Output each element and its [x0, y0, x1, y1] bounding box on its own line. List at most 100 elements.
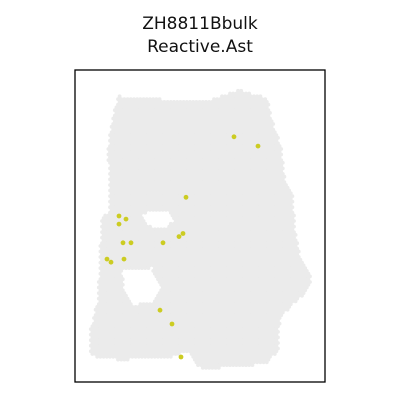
- tissue-spot: [143, 332, 148, 337]
- tissue-spot: [119, 219, 124, 223]
- tissue-spot: [103, 307, 108, 312]
- tissue-spot: [234, 230, 239, 235]
- tissue-spot: [133, 155, 138, 160]
- tissue-spot: [236, 177, 240, 182]
- tissue-spot: [175, 316, 180, 320]
- tissue-spot: [148, 241, 152, 246]
- tissue-spot: [223, 238, 228, 243]
- tissue-spot: [154, 246, 159, 251]
- tissue-spot: [159, 316, 164, 320]
- tissue-spot: [114, 338, 119, 343]
- tissue-spot: [173, 274, 178, 279]
- tissue-spot: [143, 155, 148, 160]
- tissue-spot: [132, 97, 136, 101]
- tissue-spot: [268, 122, 272, 126]
- tissue-spot: [261, 277, 266, 282]
- tissue-spot: [228, 191, 232, 196]
- tissue-spot: [132, 307, 136, 312]
- tissue-spot: [303, 277, 308, 282]
- tissue-spot: [269, 219, 274, 223]
- tissue-spot: [183, 269, 188, 273]
- tissue-spot: [124, 188, 128, 193]
- tissue-spot: [178, 116, 183, 121]
- tissue-spot: [272, 208, 277, 212]
- tissue-spot: [112, 196, 117, 201]
- tissue-spot: [232, 172, 237, 176]
- tissue-spot: [120, 249, 125, 254]
- tissue-spot: [168, 199, 173, 204]
- tissue-spot: [156, 227, 160, 232]
- tissue-spot: [149, 133, 154, 138]
- tissue-spot: [288, 208, 293, 212]
- tissue-spot: [124, 116, 128, 121]
- tissue-spot: [245, 111, 250, 115]
- tissue-spot: [276, 296, 280, 301]
- tissue-spot: [204, 155, 208, 160]
- tissue-spot: [146, 155, 151, 160]
- tissue-spot: [218, 202, 223, 207]
- tissue-spot: [293, 238, 298, 243]
- tissue-spot: [199, 307, 204, 312]
- tissue-spot: [157, 169, 162, 174]
- tissue-spot: [141, 191, 146, 196]
- tissue-spot: [160, 313, 165, 318]
- tissue-spot: [116, 230, 120, 235]
- tissue-spot: [199, 180, 204, 185]
- tissue-spot: [130, 305, 135, 309]
- tissue-spot: [114, 227, 119, 232]
- tissue-spot: [256, 219, 261, 223]
- tissue-spot: [186, 296, 191, 301]
- tissue-spot: [244, 219, 248, 223]
- tissue-spot: [176, 307, 181, 312]
- tissue-spot: [274, 227, 279, 232]
- tissue-spot: [149, 305, 154, 309]
- tissue-spot: [144, 257, 149, 262]
- tissue-spot: [212, 280, 216, 284]
- tissue-spot: [130, 216, 135, 221]
- tissue-spot: [234, 169, 239, 174]
- tissue-spot: [229, 216, 234, 221]
- tissue-spot: [279, 274, 284, 279]
- tissue-spot: [133, 172, 138, 176]
- tissue-spot: [221, 230, 226, 235]
- tissue-spot: [165, 160, 170, 165]
- tissue-spot: [192, 219, 197, 223]
- tissue-spot: [167, 285, 172, 290]
- tissue-spot: [157, 208, 162, 212]
- tissue-spot: [93, 313, 98, 318]
- tissue-spot: [269, 335, 274, 340]
- tissue-spot: [264, 188, 269, 193]
- tissue-spot: [245, 116, 250, 121]
- tissue-spot: [223, 94, 228, 99]
- tissue-spot: [215, 163, 220, 168]
- tissue-spot: [255, 221, 260, 226]
- tissue-spot: [122, 235, 127, 240]
- tissue-spot: [183, 102, 188, 107]
- tissue-spot: [162, 188, 167, 193]
- tissue-spot: [202, 296, 207, 301]
- tissue-spot: [183, 180, 188, 185]
- tissue-spot: [114, 210, 119, 215]
- tissue-spot: [296, 293, 301, 298]
- tissue-spot: [152, 327, 157, 331]
- tissue-spot: [207, 327, 212, 331]
- tissue-spot: [213, 160, 218, 165]
- tissue-spot: [154, 208, 159, 212]
- tissue-spot: [226, 266, 231, 270]
- tissue-spot: [157, 136, 162, 140]
- tissue-spot: [285, 246, 290, 251]
- tissue-spot: [162, 160, 167, 165]
- tissue-spot: [146, 238, 151, 243]
- tissue-spot: [93, 324, 98, 329]
- tissue-spot: [269, 318, 274, 323]
- tissue-spot: [189, 318, 194, 323]
- tissue-spot: [170, 102, 175, 107]
- tissue-spot: [258, 155, 263, 160]
- tissue-spot: [200, 183, 205, 187]
- tissue-spot: [232, 266, 237, 270]
- tissue-spot: [279, 235, 284, 240]
- tissue-spot: [157, 257, 162, 262]
- tissue-spot: [184, 210, 189, 215]
- tissue-spot: [229, 277, 234, 282]
- tissue-spot: [276, 274, 280, 279]
